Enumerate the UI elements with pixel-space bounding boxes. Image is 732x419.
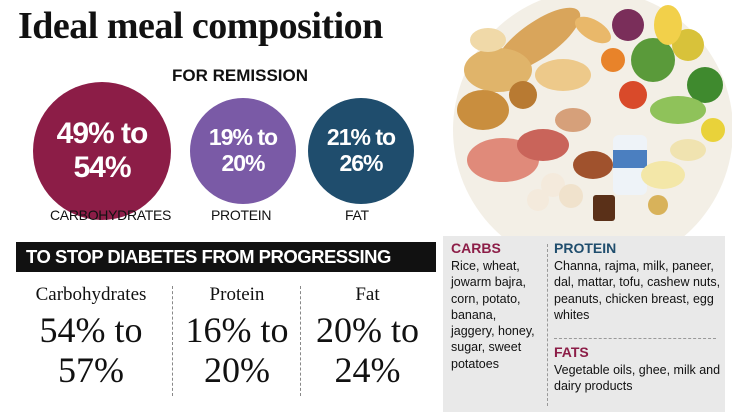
progressing-fat-column: Fat 20% to 24% bbox=[305, 284, 430, 391]
progressing-protein-column: Protein 16% to 20% bbox=[178, 284, 296, 391]
carbs-remission-range-start: 49% to bbox=[56, 117, 149, 151]
carbs-foods-list: Rice, wheat, jowarm bajra, corn, potato,… bbox=[451, 259, 535, 371]
food-sources-box: CARBS Rice, wheat, jowarm bajra, corn, p… bbox=[443, 236, 725, 412]
progressing-protein-range-end: 20% bbox=[204, 350, 270, 391]
progressing-fat-range-end: 24% bbox=[334, 350, 401, 391]
carbs-remission-range-end: 54% bbox=[73, 151, 131, 184]
protein-remission-label: PROTEIN bbox=[211, 207, 272, 223]
progressing-carbs-range-end: 57% bbox=[58, 350, 124, 391]
fat-remission-range-start: 21% to bbox=[326, 124, 396, 151]
protein-foods-list: Channa, rajma, milk, paneer, dal, mattar… bbox=[554, 259, 721, 322]
fat-remission-circle: 21% to 26% bbox=[308, 98, 414, 204]
progressing-carbs-label: Carbohydrates bbox=[35, 284, 147, 305]
column-divider bbox=[172, 286, 173, 396]
progressing-carbs-column: Carbohydrates 54% to 57% bbox=[16, 284, 166, 391]
progressing-banner: TO STOP DIABETES FROM PROGRESSING bbox=[16, 242, 436, 272]
carbs-remission-circle: 49% to 54% bbox=[33, 82, 171, 220]
carbs-foods-heading: CARBS bbox=[451, 240, 501, 256]
protein-remission-range-start: 19% to bbox=[208, 124, 278, 151]
progressing-protein-range-start: 16% to bbox=[185, 310, 289, 350]
protein-remission-circle: 19% to 20% bbox=[190, 98, 296, 204]
carbs-foods-section: CARBS Rice, wheat, jowarm bajra, corn, p… bbox=[451, 240, 541, 372]
carbs-remission-label: CARBOHYDRATES bbox=[50, 207, 172, 223]
food-box-divider bbox=[554, 338, 716, 339]
fat-remission-range-end: 26% bbox=[339, 150, 383, 176]
remission-heading: FOR REMISSION bbox=[172, 66, 309, 85]
protein-foods-section: PROTEIN Channa, rajma, milk, paneer, dal… bbox=[554, 240, 724, 323]
fats-foods-heading: FATS bbox=[554, 344, 589, 360]
progressing-carbs-range-start: 54% to bbox=[39, 310, 143, 350]
fats-foods-section: FATS Vegetable oils, ghee, milk and dair… bbox=[554, 344, 724, 395]
progressing-fat-range-start: 20% to bbox=[316, 310, 419, 350]
column-divider bbox=[300, 286, 301, 396]
fat-remission-label: FAT bbox=[345, 207, 369, 223]
page-title: Ideal meal composition bbox=[18, 5, 383, 47]
protein-foods-heading: PROTEIN bbox=[554, 240, 617, 256]
fats-foods-list: Vegetable oils, ghee, milk and dairy pro… bbox=[554, 363, 721, 394]
food-plate-illustration bbox=[453, 0, 732, 236]
food-box-divider bbox=[547, 244, 548, 406]
food-plate-photo bbox=[443, 0, 732, 236]
progressing-protein-label: Protein bbox=[209, 284, 265, 305]
progressing-fat-label: Fat bbox=[355, 284, 380, 305]
protein-remission-range-end: 20% bbox=[221, 150, 265, 176]
